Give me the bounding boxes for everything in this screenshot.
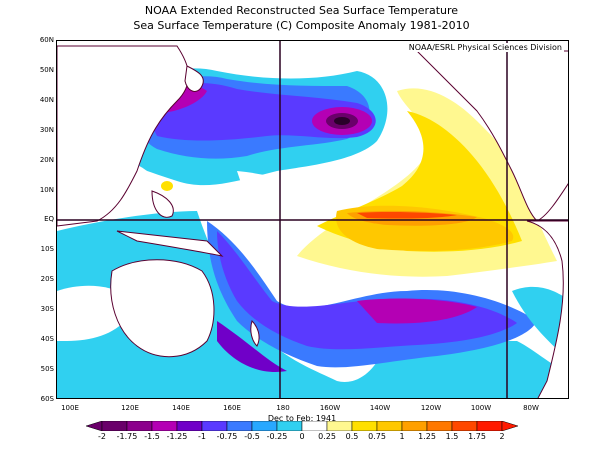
colorbar-cell xyxy=(451,421,478,431)
colorbar-cell xyxy=(376,421,403,431)
lon-tick-label: 100E xyxy=(61,404,79,412)
colorbar-tick-label: 1.75 xyxy=(468,432,486,441)
colorbar-tick-label: 0.75 xyxy=(368,432,386,441)
lon-tick-label: 120W xyxy=(420,404,442,412)
map-title: NOAA Extended Reconstructed Sea Surface … xyxy=(144,4,459,17)
lon-tick-label: 80W xyxy=(523,404,539,412)
colorbar-cell xyxy=(151,421,178,431)
lon-tick-label: 180 xyxy=(276,404,290,412)
colorbar-cell xyxy=(201,421,228,431)
lat-tick-label: 20N xyxy=(39,155,54,164)
lat-tick-label: 20S xyxy=(40,275,54,284)
colorbar-tick-label: -1 xyxy=(198,432,206,441)
colorbar-cell xyxy=(326,421,353,431)
colorbar-tick-label: -1.75 xyxy=(116,432,138,441)
lat-tick-label: EQ xyxy=(44,215,54,224)
lon-tick-label: 160W xyxy=(319,404,341,412)
colorbar-cell xyxy=(126,421,153,431)
lat-tick-label: 60N xyxy=(39,36,54,44)
colorbar-tick-label: -0.5 xyxy=(244,432,260,441)
lat-tick-label: 30N xyxy=(39,125,54,134)
colorbar-cell xyxy=(176,421,203,431)
colorbar-tick-label: -2 xyxy=(98,432,106,441)
sst-anomaly-map xyxy=(57,41,568,398)
lon-tick-label: 140W xyxy=(369,404,391,412)
colorbar-min-arrow xyxy=(86,421,103,431)
colorbar-tick-label: -0.25 xyxy=(266,432,288,441)
lat-tick-label: 40S xyxy=(40,335,54,343)
lat-tick-label: 60S xyxy=(40,394,54,403)
lat-tick-label: 50N xyxy=(39,65,54,74)
colorbar-tick-label: 2 xyxy=(499,432,505,441)
colorbar-cell xyxy=(476,421,503,431)
colorbar-tick-label: 0.25 xyxy=(318,432,336,441)
lon-tick-label: 100W xyxy=(470,404,492,412)
lon-tick-label: 140E xyxy=(172,404,190,412)
colorbar-tick-label: 1.5 xyxy=(445,432,459,441)
colorbar-tick-label: 0.5 xyxy=(345,432,359,441)
colorbar-cell xyxy=(226,421,253,431)
colorbar-tick-label: -1.5 xyxy=(144,432,160,441)
colorbar-cell xyxy=(276,421,303,431)
colorbar xyxy=(86,421,518,431)
coastlines xyxy=(57,45,568,398)
colorbar-cell xyxy=(251,421,278,431)
colorbar-cell xyxy=(426,421,453,431)
colorbar-cell xyxy=(401,421,428,431)
colorbar-tick-label: -1.25 xyxy=(166,432,188,441)
colorbar-max-arrow xyxy=(501,421,518,431)
data-credit: NOAA/ESRL Physical Sciences Division xyxy=(406,43,564,52)
colorbar-tick-label: 1 xyxy=(399,432,405,441)
colorbar-tick-label: 0 xyxy=(299,432,305,441)
lat-tick-label: 30S xyxy=(40,305,54,314)
lat-tick-label: 40N xyxy=(39,95,54,104)
colorbar-cell xyxy=(301,421,328,431)
colorbar-cell xyxy=(351,421,378,431)
colorbar-cell xyxy=(101,421,128,431)
lon-tick-label: 120E xyxy=(121,404,139,412)
map-subtitle: Sea Surface Temperature (C) Composite An… xyxy=(133,19,470,32)
reference-lines xyxy=(57,41,568,398)
lat-tick-label: 10N xyxy=(39,185,54,194)
season-label: Dec to Feb: 1941 xyxy=(267,414,337,423)
lon-tick-label: 160E xyxy=(223,404,241,412)
lat-tick-label: 50S xyxy=(40,364,54,373)
lat-tick-label: 10S xyxy=(40,245,54,254)
map-frame: NOAA/ESRL Physical Sciences Division xyxy=(56,40,569,399)
colorbar-tick-label: 1.25 xyxy=(418,432,436,441)
colorbar-tick-label: -0.75 xyxy=(216,432,238,441)
